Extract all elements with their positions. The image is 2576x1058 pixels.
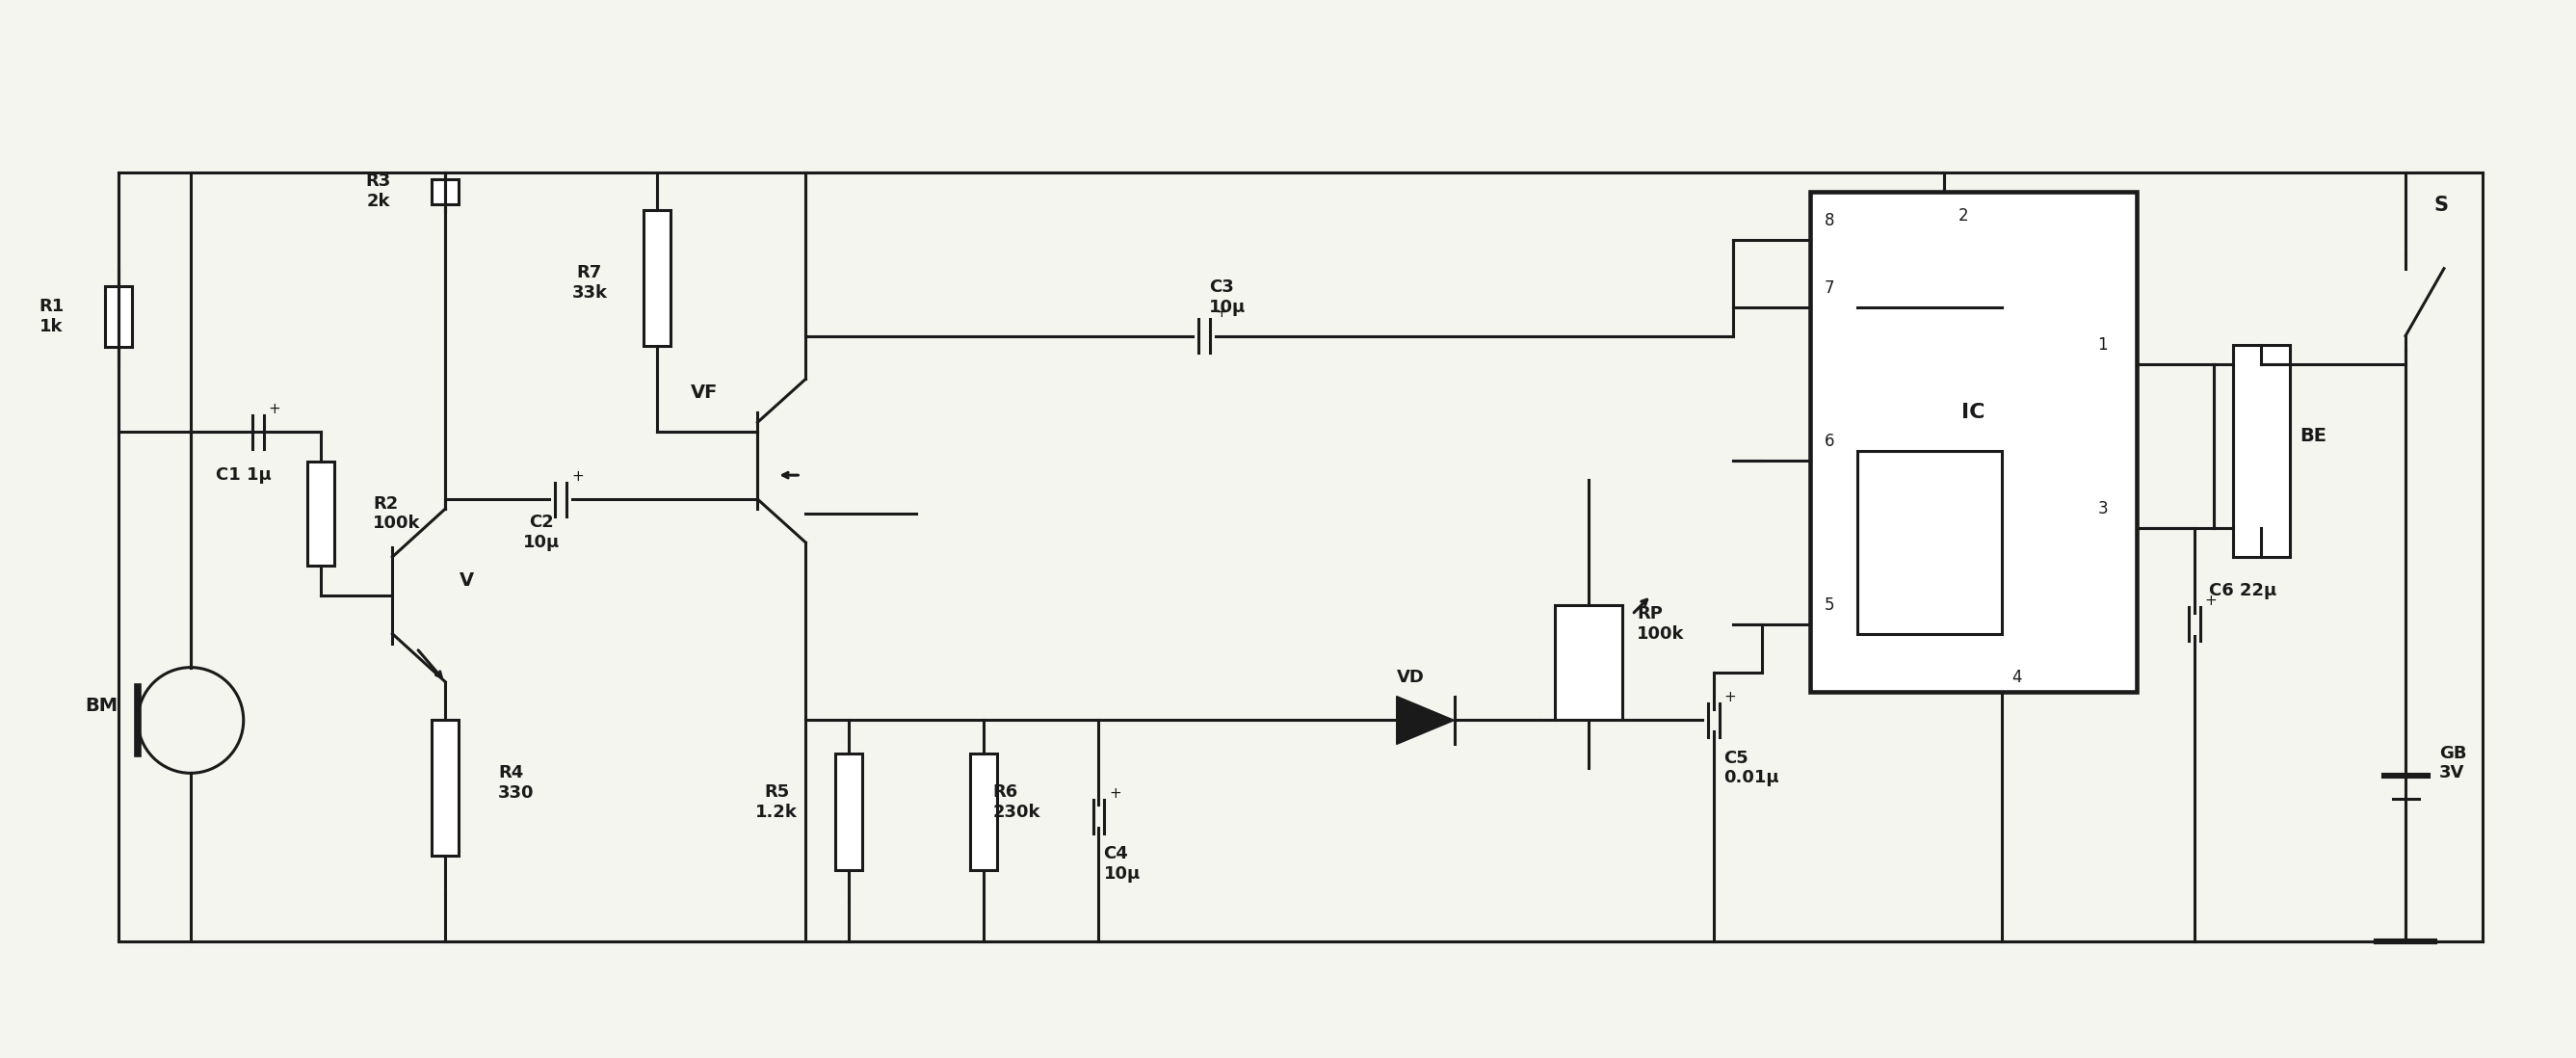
Polygon shape <box>1396 696 1455 744</box>
Bar <box>433 719 459 855</box>
Bar <box>1811 191 2136 692</box>
Bar <box>307 461 335 566</box>
Text: +: + <box>268 402 281 416</box>
Bar <box>433 180 459 204</box>
Text: VD: VD <box>1396 669 1425 686</box>
Text: C6 22µ: C6 22µ <box>2208 582 2277 599</box>
Text: R6
230k: R6 230k <box>992 783 1041 821</box>
Text: +: + <box>572 469 582 484</box>
Text: C5
0.01µ: C5 0.01µ <box>1723 749 1780 786</box>
Text: 6: 6 <box>1824 433 1834 451</box>
Bar <box>644 211 670 346</box>
Text: S: S <box>2434 196 2450 215</box>
Text: 8: 8 <box>1824 212 1834 230</box>
Text: 3: 3 <box>2097 500 2107 517</box>
Bar <box>2233 345 2290 557</box>
Text: VF: VF <box>690 384 719 402</box>
Text: 1: 1 <box>2097 336 2107 354</box>
Text: R5
1.2k: R5 1.2k <box>755 783 799 821</box>
Text: BM: BM <box>85 696 118 714</box>
Text: GB
3V: GB 3V <box>2439 745 2468 782</box>
Text: 4: 4 <box>2012 669 2022 686</box>
Text: C2
10µ: C2 10µ <box>523 514 559 551</box>
Text: 2: 2 <box>1958 207 1968 224</box>
Bar <box>971 753 997 870</box>
Text: R4
330: R4 330 <box>497 764 533 801</box>
Text: C1 1µ: C1 1µ <box>216 467 270 484</box>
Bar <box>1857 451 2002 634</box>
Text: R7
33k: R7 33k <box>572 264 608 302</box>
Bar <box>106 286 131 347</box>
Text: R3
2k: R3 2k <box>366 172 392 211</box>
Text: R2
100k: R2 100k <box>374 495 420 532</box>
Bar <box>835 753 863 870</box>
Text: BE: BE <box>2300 427 2326 445</box>
Text: +: + <box>1723 690 1736 705</box>
Text: 7: 7 <box>1824 279 1834 296</box>
Text: IC: IC <box>1960 403 1986 422</box>
Text: RP
100k: RP 100k <box>1636 605 1685 643</box>
Text: +: + <box>2205 594 2218 608</box>
Text: +: + <box>1110 786 1121 801</box>
Text: R1
1k: R1 1k <box>39 298 64 335</box>
Text: +: + <box>1216 306 1226 320</box>
Text: V: V <box>459 571 474 589</box>
Text: C3
10µ: C3 10µ <box>1208 278 1247 315</box>
Bar <box>1556 605 1623 720</box>
Text: C4
10µ: C4 10µ <box>1103 845 1141 882</box>
Text: 5: 5 <box>1824 597 1834 614</box>
